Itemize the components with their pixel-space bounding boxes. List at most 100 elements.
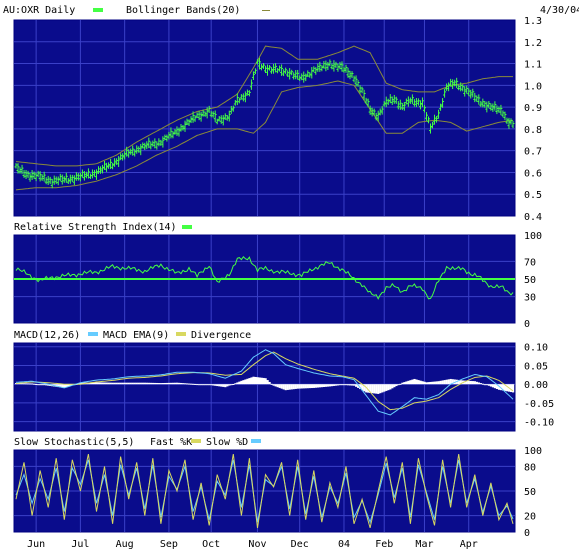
price-ohlc-bar [62, 176, 66, 183]
divergence-bar [119, 382, 122, 385]
divergence-bar [262, 377, 265, 385]
divergence-bar [41, 384, 44, 386]
price-ohlc-bar [203, 111, 207, 117]
divergence-bar [415, 379, 418, 385]
divergence-bar [179, 382, 183, 385]
divergence-bar [487, 384, 491, 386]
fast-k-legend-swatch [191, 439, 201, 443]
price-legend-swatch [93, 8, 103, 12]
bollinger-lower-band [15, 80, 514, 191]
price-ohlc-bar [509, 118, 513, 125]
divergence-bar [473, 381, 476, 385]
price-ohlc-bar [111, 162, 115, 170]
price-ohlc-bar [247, 90, 251, 97]
divergence-bar [272, 384, 275, 386]
divergence-bar [375, 384, 378, 394]
divergence-bar [512, 384, 515, 393]
divergence-bar [212, 384, 215, 386]
price-ohlc-bar [147, 137, 151, 149]
price-ohlc-bar [471, 88, 475, 98]
divergence-bar [355, 384, 358, 387]
price-ohlc-bar [74, 172, 78, 181]
divergence-bar [109, 382, 112, 385]
divergence-bar [115, 382, 118, 385]
divergence-bar [391, 384, 394, 389]
divergence-bar [145, 382, 148, 385]
divergence-bar [103, 382, 106, 385]
price-ohlc-bar [507, 117, 511, 129]
bollinger-legend-swatch [262, 10, 270, 11]
divergence-bar [326, 384, 330, 387]
divergence-bar [117, 382, 120, 385]
rsi-legend-swatch [182, 225, 192, 229]
price-ohlc-bar [30, 170, 34, 180]
price-ohlc-bar [324, 60, 328, 72]
divergence-bar [161, 383, 165, 385]
divergence-bar [280, 384, 283, 389]
price-ohlc-bar [404, 98, 408, 105]
price-ohlc-bar [433, 114, 437, 125]
macd-plot-area [13, 342, 516, 432]
divergence-bar [312, 384, 315, 388]
slow-d-line [15, 459, 514, 524]
price-ohlc-bar [491, 103, 495, 112]
price-ohlc-bar [410, 94, 414, 104]
price-ohlc-bar [356, 80, 360, 87]
price-ohlc-bar [223, 113, 227, 120]
price-y-tick-label: 0.6 [524, 168, 542, 179]
divergence-bar [336, 384, 340, 386]
divergence-bar [503, 384, 507, 391]
rsi-y-tick-label: 70 [524, 257, 536, 268]
price-ohlc-bar [185, 118, 189, 125]
price-ohlc-bar [300, 73, 304, 81]
price-ohlc-bar [487, 101, 491, 109]
price-ohlc-bar [135, 145, 139, 154]
price-ohlc-bar [459, 82, 463, 92]
divergence-bar [69, 384, 72, 386]
divergence-bar [435, 381, 438, 385]
price-ohlc-bar [366, 98, 370, 108]
divergence-bar [246, 378, 249, 385]
price-ohlc-bar [18, 167, 22, 174]
price-ohlc-bar [457, 84, 461, 91]
divergence-bar [258, 377, 261, 385]
divergence-bar [39, 384, 42, 386]
divergence-bar [407, 380, 410, 385]
divergence-bar [413, 378, 416, 385]
divergence-bar [286, 384, 289, 390]
price-ohlc-bar [66, 177, 70, 184]
price-ohlc-bar [382, 101, 386, 107]
divergence-bar [304, 384, 307, 389]
divergence-bar [499, 384, 503, 391]
divergence-bar [387, 384, 390, 391]
price-ohlc-bar [278, 65, 282, 72]
divergence-bar [451, 379, 454, 385]
price-ohlc-bar [453, 79, 457, 87]
divergence-bar [157, 383, 161, 385]
divergence-bar [105, 382, 108, 385]
price-ohlc-bar [384, 96, 388, 108]
x-tick-label: Sep [160, 539, 178, 550]
price-ohlc-bar [284, 67, 288, 74]
price-ohlc-bar [193, 115, 197, 122]
price-ohlc-bar [296, 69, 300, 80]
divergence-bar [493, 384, 497, 389]
divergence-bar [395, 384, 398, 387]
divergence-bar [318, 384, 322, 388]
price-ohlc-bar [103, 160, 107, 171]
divergence-bar [190, 383, 193, 385]
price-ohlc-bar [167, 131, 171, 140]
divergence-bar [139, 382, 142, 385]
price-ohlc-bar [306, 70, 310, 77]
divergence-bar [371, 384, 374, 394]
price-ohlc-bar [80, 169, 84, 178]
divergence-bar [242, 380, 245, 385]
divergence-bar [270, 383, 273, 385]
divergence-bar [445, 379, 448, 385]
price-ohlc-bar [225, 115, 229, 121]
divergence-bar [479, 383, 483, 385]
price-y-tick-label: 1.3 [524, 16, 542, 27]
divergence-legend-swatch [256, 332, 266, 336]
rsi-title: Relative Strength Index(14) [14, 222, 177, 233]
divergence-bar [274, 384, 277, 387]
